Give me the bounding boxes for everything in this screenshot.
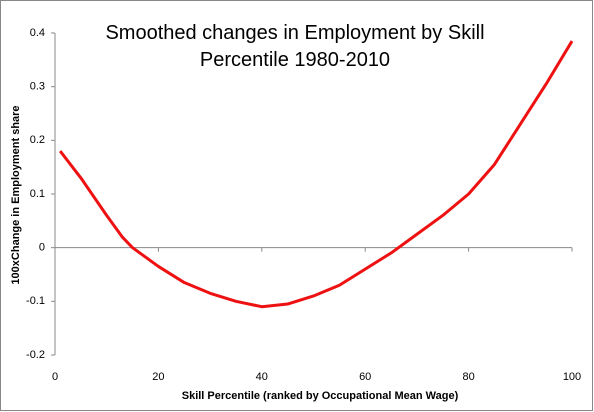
- y-tick-label: -0.2: [26, 349, 45, 361]
- y-axis-label: 100xChange in Employment share: [10, 105, 22, 284]
- y-tick-label: 0.1: [30, 188, 45, 200]
- x-tick-label: 100: [563, 371, 581, 383]
- y-tick-label: 0.3: [30, 81, 45, 93]
- y-tick-label: -0.1: [26, 295, 45, 307]
- x-tick-label: 60: [359, 371, 371, 383]
- x-tick-label: 40: [256, 371, 268, 383]
- chart-title: Smoothed changes in Employment by Skill …: [105, 22, 485, 71]
- x-tick-label: 20: [152, 371, 164, 383]
- y-tick-label: 0.4: [30, 27, 45, 39]
- x-axis-label: Skill Percentile (ranked by Occupational…: [182, 390, 459, 402]
- x-tick-label: 80: [462, 371, 474, 383]
- y-tick-label: 0: [39, 242, 45, 254]
- y-tick-label: 0.2: [30, 134, 45, 146]
- x-tick-label: 0: [52, 371, 58, 383]
- line: [58, 40, 574, 309]
